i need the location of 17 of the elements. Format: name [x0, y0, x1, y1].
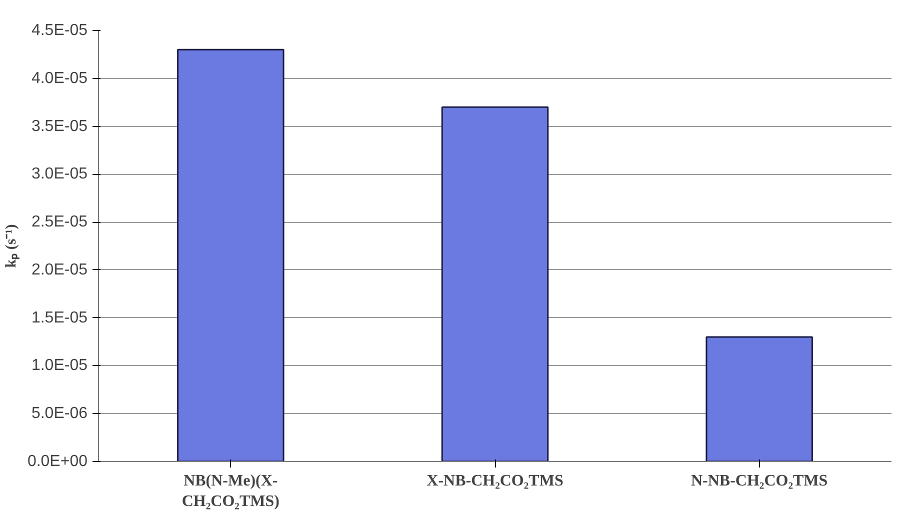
y-axis-title: kₚ (s⁻¹)	[3, 224, 20, 268]
y-tick-label: 4.5E-05	[31, 22, 88, 39]
x-tick-label: X-NB-CH₂CO₂TMS	[426, 472, 564, 490]
y-tick-label: 5.0E-06	[31, 405, 88, 422]
x-tick-label: N-NB-CH₂CO₂TMS	[690, 472, 828, 490]
bar	[177, 48, 284, 462]
y-tick-label: 3.0E-05	[31, 166, 88, 183]
y-tick-label: 1.0E-05	[31, 357, 88, 374]
y-tick-label: 1.5E-05	[31, 309, 88, 326]
y-tick-label: 2.5E-05	[31, 214, 88, 231]
y-tick-label: 3.5E-05	[31, 118, 88, 135]
bar	[441, 106, 549, 462]
y-tick-label: 2.0E-05	[31, 261, 88, 278]
x-tick-label: NB(N-Me)(X-CH₂CO₂TMS)	[182, 472, 280, 510]
bar	[706, 336, 813, 462]
y-tick-label: 4.0E-05	[31, 70, 88, 87]
y-tick-label: 0.0E+00	[27, 453, 88, 470]
